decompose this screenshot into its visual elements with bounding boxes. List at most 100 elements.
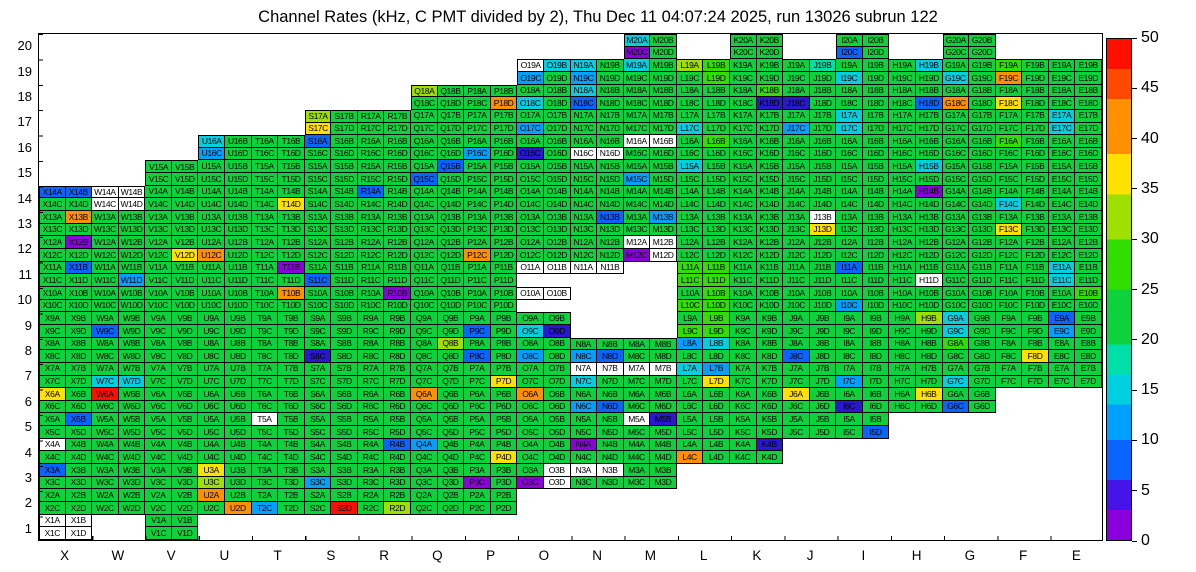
empty-bin [810,527,837,540]
cell-M20C: M20C [623,46,651,60]
cell-Q15B: Q15B [437,160,465,174]
cell-T16C: T16C [251,147,279,161]
cell-O6C: O6C [517,400,544,414]
cell-J9A: J9A [783,312,810,325]
empty-bin [624,262,651,275]
empty-bin [464,527,491,540]
cell-O15C: O15C [517,173,544,186]
empty-bin [863,489,890,502]
cell-G6B: G6B [969,388,996,401]
cell-W6C: W6C [92,400,119,414]
cell-P13A: P13A [464,211,491,224]
cell-J11C: J11C [783,274,810,287]
cell-N7D: N7D [597,375,624,389]
cell-R4A: R4A [357,438,385,452]
cell-V2D: V2D [171,502,199,515]
empty-bin [358,527,385,540]
empty-bin [1049,439,1076,452]
empty-bin [331,72,358,85]
cell-G16C: G16C [942,147,970,161]
cell-N16C: N16C [570,147,598,161]
cell-W13B: W13B [118,211,146,224]
cell-T2B: T2B [278,489,305,503]
x-axis-label: N [592,548,602,563]
cell-P11D: P11D [490,274,518,287]
empty-bin [92,515,119,528]
y-axis: 20 19 18 17 16 15 14 13 12 11 10 9 8 7 6 5 4 3 2 1 [0,0,36,572]
empty-bin [677,464,704,477]
empty-bin [119,515,146,528]
cell-O3D: O3D [543,476,571,490]
cell-M14B: M14B [650,185,677,199]
cell-Q11C: Q11C [411,274,438,287]
cell-U3C: U3C [198,476,226,490]
y-axis-label: 8 [24,343,32,358]
empty-bin [278,527,305,540]
empty-bin [331,515,358,528]
x-axis-label: L [699,548,708,563]
cell-N8B: N8B [597,337,624,351]
cell-W7B: W7B [118,362,146,376]
empty-bin [411,59,438,72]
cell-J12A: J12A [783,236,810,250]
cell-P10D: P10D [490,299,518,313]
empty-bin [1022,413,1049,426]
empty-bin [1022,47,1049,60]
cell-U3A: U3A [198,464,226,477]
empty-bin [145,110,172,123]
cell-K13A: K13A [729,211,757,224]
empty-bin [278,110,305,123]
empty-bin [464,72,491,85]
cell-I16B: I16B [862,135,890,148]
cell-K10C: K10C [729,299,757,313]
cell-W7A: W7A [92,362,119,376]
cell-M7A: M7A [623,362,651,376]
cell-S8D: S8D [331,350,358,363]
cell-U11C: U11C [198,274,226,287]
cell-J16D: J16D [809,147,837,161]
empty-bin [66,148,93,161]
cell-I15B: I15B [862,160,890,174]
cell-Q14B: Q14B [437,185,465,199]
cell-I9B: I9B [862,312,890,325]
cell-J14C: J14C [783,198,810,212]
cell-M12D: M12D [650,249,677,262]
cell-M12C: M12C [623,249,651,262]
cell-N6D: N6D [597,400,624,414]
cell-W9A: W9A [92,312,119,325]
cell-V12B: V12B [171,236,199,250]
y-axis-label: 1 [24,520,32,536]
cell-S17D: S17D [331,122,358,136]
empty-bin [119,34,146,47]
cell-X2D: X2D [65,502,93,515]
y-axis-label: 3 [24,470,32,485]
cell-Q16B: Q16B [437,135,465,148]
cell-N15B: N15B [597,160,624,174]
cell-H15B: H15B [915,160,943,174]
colorbar: 0 5 10 15 20 25 30 35 40 45 50 [1106,29,1159,549]
cell-U12A: U12A [198,236,226,250]
cell-T15A: T15A [251,160,279,174]
empty-bin [172,34,199,47]
cell-G11B: G11B [969,261,996,275]
cell-X14C: X14C [39,198,66,212]
cell-J14A: J14A [783,185,810,199]
cell-O16D: O16D [543,147,571,161]
empty-bin [358,515,385,528]
empty-bin [703,464,730,477]
empty-bin [571,287,598,300]
empty-bin [544,47,571,60]
cell-R12D: R12D [384,249,412,262]
cell-O10B: O10B [543,286,571,300]
empty-bin [278,515,305,528]
cell-F14B: F14B [1022,185,1049,199]
cell-G16B: G16B [969,135,996,148]
cell-T16B: T16B [278,135,305,148]
cell-X13C: X13C [39,223,66,237]
empty-bin [1075,34,1102,47]
cell-I19D: I19D [862,71,890,85]
cell-J13A: J13A [783,211,810,224]
cell-U8B: U8B [225,337,252,351]
cell-H14B: H14B [915,185,943,199]
y-axis-label: 11 [18,266,33,282]
